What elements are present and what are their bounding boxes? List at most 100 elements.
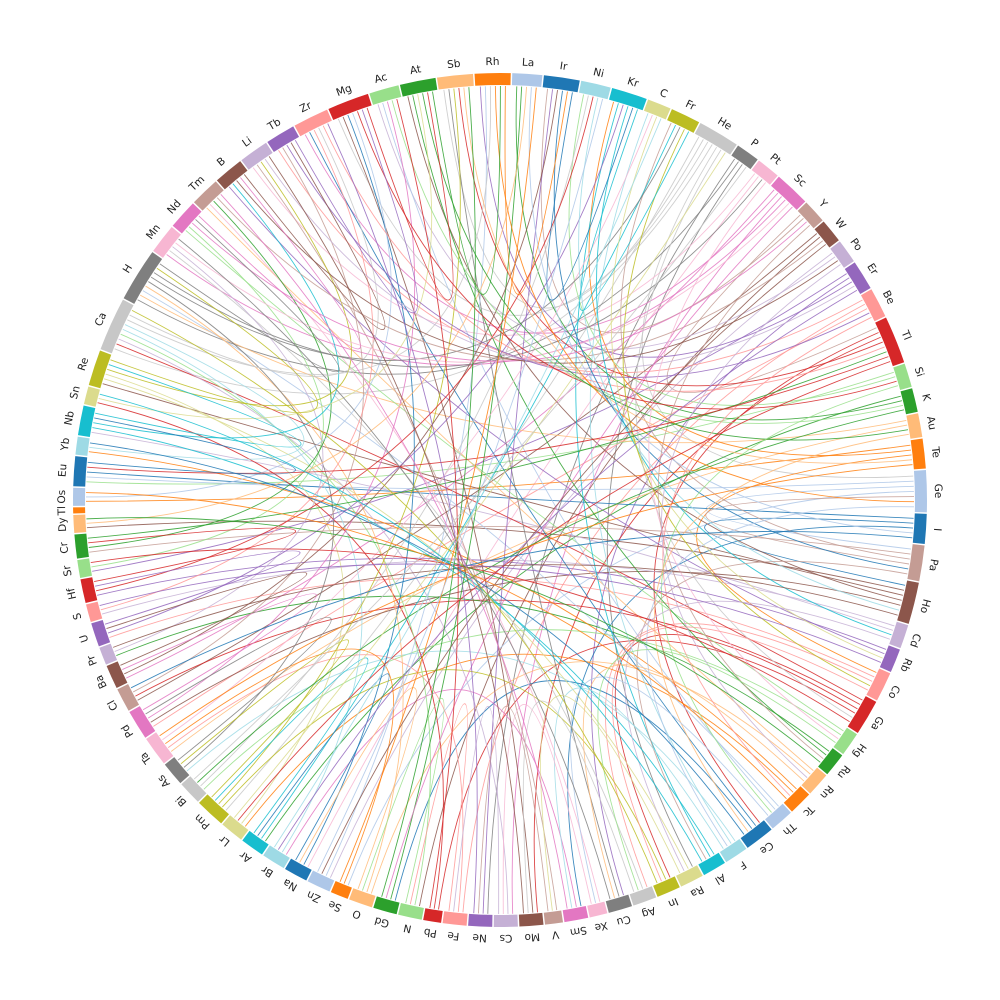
node-arc-pr <box>99 643 118 665</box>
node-label-be: Be <box>880 289 897 307</box>
chord-hf-ni <box>95 96 594 592</box>
node-label-ac: Ac <box>373 71 389 86</box>
node-arc-be <box>860 289 886 322</box>
chord-pa-ge <box>705 496 914 565</box>
node-arc-er <box>844 262 871 294</box>
node-label-w: W <box>832 216 848 232</box>
chord-ra-v <box>540 695 681 911</box>
chord-ca-zr <box>129 127 379 377</box>
chord-dy-la <box>86 86 527 524</box>
chord-tb-be <box>286 144 870 378</box>
node-label-tc: Tc <box>800 802 817 819</box>
chord-se-la <box>339 87 537 883</box>
chord-cr-tm <box>88 200 332 548</box>
chord-cs-fe <box>453 705 500 914</box>
chord-y-ir <box>540 88 804 334</box>
chord-sc-mn <box>166 199 786 366</box>
node-label-ir: Ir <box>559 60 569 73</box>
chord-pt-li <box>252 167 756 336</box>
node-arc-as <box>164 757 190 784</box>
node-label-p: P <box>748 137 760 150</box>
node-arc-he <box>694 122 737 155</box>
node-label-xe: Xe <box>593 919 609 934</box>
chord-i-cl <box>130 531 913 689</box>
chord-cu-mn <box>178 238 611 900</box>
node-label-pd: Pd <box>119 722 136 739</box>
node-label-as: As <box>155 772 172 789</box>
node-label-u: U <box>78 633 92 644</box>
node-arc-fe <box>442 911 468 926</box>
node-label-k: K <box>919 393 933 404</box>
chord-nd-b <box>198 177 362 350</box>
node-label-pb: Pb <box>423 925 438 939</box>
node-arc-at <box>399 77 438 97</box>
chord-pt-hg <box>648 182 839 740</box>
chord-f-c <box>589 113 732 844</box>
node-arc-tb <box>267 126 300 153</box>
chord-sn-at <box>98 94 433 420</box>
chord-i-sm <box>567 525 914 907</box>
node-label-n: N <box>402 921 412 934</box>
node-label-sm: Sm <box>569 924 588 939</box>
chord-sr-nd <box>91 226 324 568</box>
node-label-f: F <box>737 858 749 871</box>
chord-er-cu <box>590 277 850 896</box>
node-label-yb: Yb <box>59 437 73 453</box>
node-arc-al <box>698 852 725 876</box>
chord-zn-rh <box>325 86 487 876</box>
chord-ho-at <box>407 96 902 601</box>
node-arc-li <box>241 142 273 170</box>
chord-s-zr <box>100 129 374 611</box>
node-arc-i <box>912 513 927 544</box>
node-arc-h <box>123 252 163 304</box>
chord-nb-re <box>95 364 302 448</box>
chord-re-li <box>107 161 352 407</box>
node-label-nd: Nd <box>165 198 184 217</box>
chord-cd-ra <box>624 600 891 872</box>
node-label-mo: Mo <box>524 930 540 943</box>
node-label-hg: Hg <box>850 741 868 760</box>
node-label-pr: Pr <box>85 653 100 668</box>
chord-u-kr <box>107 104 624 634</box>
node-label-sb: Sb <box>447 58 462 71</box>
chord-v-li <box>256 164 558 911</box>
chord-mg-at <box>366 92 454 301</box>
node-arc-ca <box>100 299 134 354</box>
node-arc-hf <box>80 577 98 604</box>
chord-ga-sr <box>90 548 850 723</box>
node-arc-nd <box>172 203 202 234</box>
chord-y-ru <box>657 224 824 760</box>
chord-br-c <box>273 118 662 848</box>
chord-ca-rh <box>127 86 491 375</box>
node-arc-re <box>88 350 112 389</box>
node-arc-v <box>543 910 564 925</box>
chord-rh-ir <box>504 86 568 295</box>
node-arc-pt <box>751 160 778 185</box>
node-arc-sb <box>436 73 474 90</box>
chord-lr-he <box>234 152 726 818</box>
node-arc-w <box>814 221 839 248</box>
chord-w-zn <box>321 244 826 874</box>
node-arc-hg <box>833 727 857 755</box>
node-label-i: I <box>931 528 943 532</box>
node-label-te: Te <box>929 445 942 458</box>
node-arc-br <box>263 845 290 869</box>
node-label-ce: Ce <box>757 839 775 857</box>
node-arc-ac <box>369 85 402 105</box>
node-label-fe: Fe <box>447 929 460 942</box>
node-arc-cd <box>889 621 909 649</box>
chord-mo-li <box>268 156 524 914</box>
chord-ga-in <box>614 634 858 878</box>
node-label-eu: Eu <box>57 463 70 477</box>
chord-os-mg <box>86 112 392 498</box>
chord-cr-tl <box>87 351 887 539</box>
chord-po-rn <box>661 264 841 778</box>
chord-pa-al <box>636 560 908 860</box>
node-label-tb: Tb <box>265 116 284 134</box>
node-arc-cr <box>74 533 89 559</box>
chord-na-ar <box>257 673 390 861</box>
node-label-ta: Ta <box>138 750 155 767</box>
chord-tl-mo <box>533 336 881 913</box>
chord-th-xe <box>570 676 769 903</box>
